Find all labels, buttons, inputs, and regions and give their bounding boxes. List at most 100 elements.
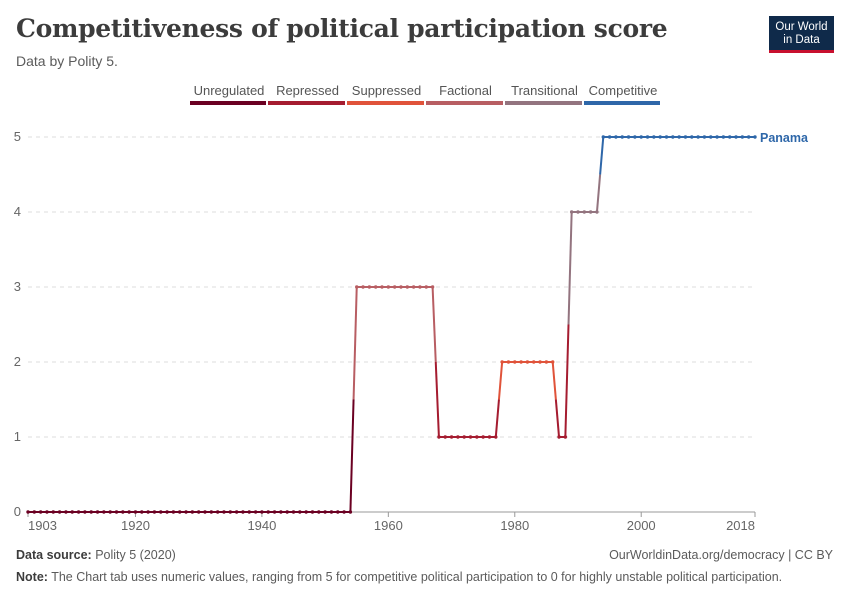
data-point	[418, 285, 422, 289]
data-point	[342, 510, 346, 514]
chart-note: Note: The Chart tab uses numeric values,…	[16, 570, 782, 584]
data-point	[89, 510, 93, 514]
data-point	[734, 135, 738, 139]
data-point	[614, 135, 618, 139]
data-point	[595, 210, 599, 214]
data-point	[544, 360, 549, 364]
data-point	[76, 510, 81, 514]
data-point	[506, 360, 511, 364]
data-point	[481, 435, 485, 439]
data-point	[140, 510, 144, 514]
data-point	[664, 135, 669, 139]
data-point	[424, 285, 428, 289]
data-point	[430, 285, 435, 289]
series-line-segment	[349, 399, 355, 513]
owid-logo[interactable]: Our World in Data	[769, 16, 834, 53]
data-point	[386, 285, 391, 289]
data-point	[304, 510, 308, 514]
data-point	[355, 285, 359, 289]
data-point	[538, 360, 542, 364]
data-point	[317, 510, 321, 514]
data-point	[272, 510, 277, 514]
y-tick-label: 1	[14, 429, 21, 444]
x-tick-label: 2018	[726, 518, 755, 533]
series-line-segment	[554, 399, 561, 438]
data-point	[607, 135, 612, 139]
data-point	[709, 135, 713, 139]
data-point	[159, 510, 163, 514]
x-tick-label: 2000	[627, 518, 656, 533]
data-point	[557, 435, 561, 439]
data-source: Data source: Polity 5 (2020)	[16, 548, 176, 562]
data-point	[721, 135, 726, 139]
data-point	[310, 510, 315, 514]
legend-label: Suppressed	[352, 83, 421, 98]
data-source-value: Polity 5 (2020)	[95, 548, 176, 562]
data-point	[380, 285, 384, 289]
data-point	[279, 510, 283, 514]
data-point	[753, 135, 757, 139]
data-point	[740, 135, 745, 139]
data-point	[626, 135, 631, 139]
data-point	[449, 435, 454, 439]
data-point	[70, 510, 74, 514]
note-label: Note:	[16, 570, 48, 584]
data-point	[551, 360, 555, 364]
data-point	[178, 510, 182, 514]
data-point	[683, 135, 688, 139]
series-line-segment	[595, 174, 602, 213]
data-point	[266, 510, 270, 514]
legend-label: Repressed	[276, 83, 339, 98]
data-point	[443, 435, 447, 439]
data-point	[582, 210, 587, 214]
data-point	[569, 210, 574, 214]
x-tick-label: 1903	[28, 518, 57, 533]
data-point	[38, 510, 43, 514]
data-point	[45, 510, 49, 514]
logo-line-1: Our World	[775, 21, 828, 33]
data-point	[373, 285, 378, 289]
data-point	[677, 135, 681, 139]
data-point	[152, 510, 157, 514]
source-link[interactable]: OurWorldinData.org/democracy | CC BY	[609, 548, 833, 562]
data-point	[171, 510, 176, 514]
legend-swatch	[190, 101, 266, 105]
data-point	[234, 510, 239, 514]
data-point	[114, 510, 119, 514]
data-point	[133, 510, 138, 514]
data-point	[323, 510, 327, 514]
data-point	[563, 435, 568, 439]
data-point	[588, 210, 593, 214]
data-point	[500, 360, 504, 364]
data-point	[399, 285, 403, 289]
data-point	[468, 435, 473, 439]
data-point	[64, 510, 68, 514]
data-point	[690, 135, 694, 139]
series-line-segment	[567, 211, 573, 325]
data-point	[437, 435, 441, 439]
legend-label: Unregulated	[194, 83, 265, 98]
y-tick-label: 5	[14, 129, 21, 144]
data-point	[32, 510, 37, 514]
data-point	[51, 510, 55, 514]
data-point	[196, 510, 201, 514]
data-point	[361, 285, 365, 289]
data-point	[392, 285, 397, 289]
data-point	[26, 510, 30, 514]
chart-subtitle: Data by Polity 5.	[16, 53, 118, 69]
data-source-label: Data source:	[16, 548, 92, 562]
data-point	[190, 510, 195, 514]
x-tick-label: 1920	[121, 518, 150, 533]
data-point	[513, 360, 517, 364]
data-point	[228, 510, 232, 514]
data-point	[456, 435, 460, 439]
series-line-segment	[599, 136, 605, 175]
data-point	[652, 135, 656, 139]
data-point	[203, 510, 207, 514]
chart-title: Competitiveness of political participati…	[16, 14, 668, 43]
data-point	[329, 510, 334, 514]
legend-swatch	[584, 101, 660, 105]
data-point	[83, 510, 87, 514]
data-point	[746, 135, 751, 139]
data-point	[184, 510, 188, 514]
